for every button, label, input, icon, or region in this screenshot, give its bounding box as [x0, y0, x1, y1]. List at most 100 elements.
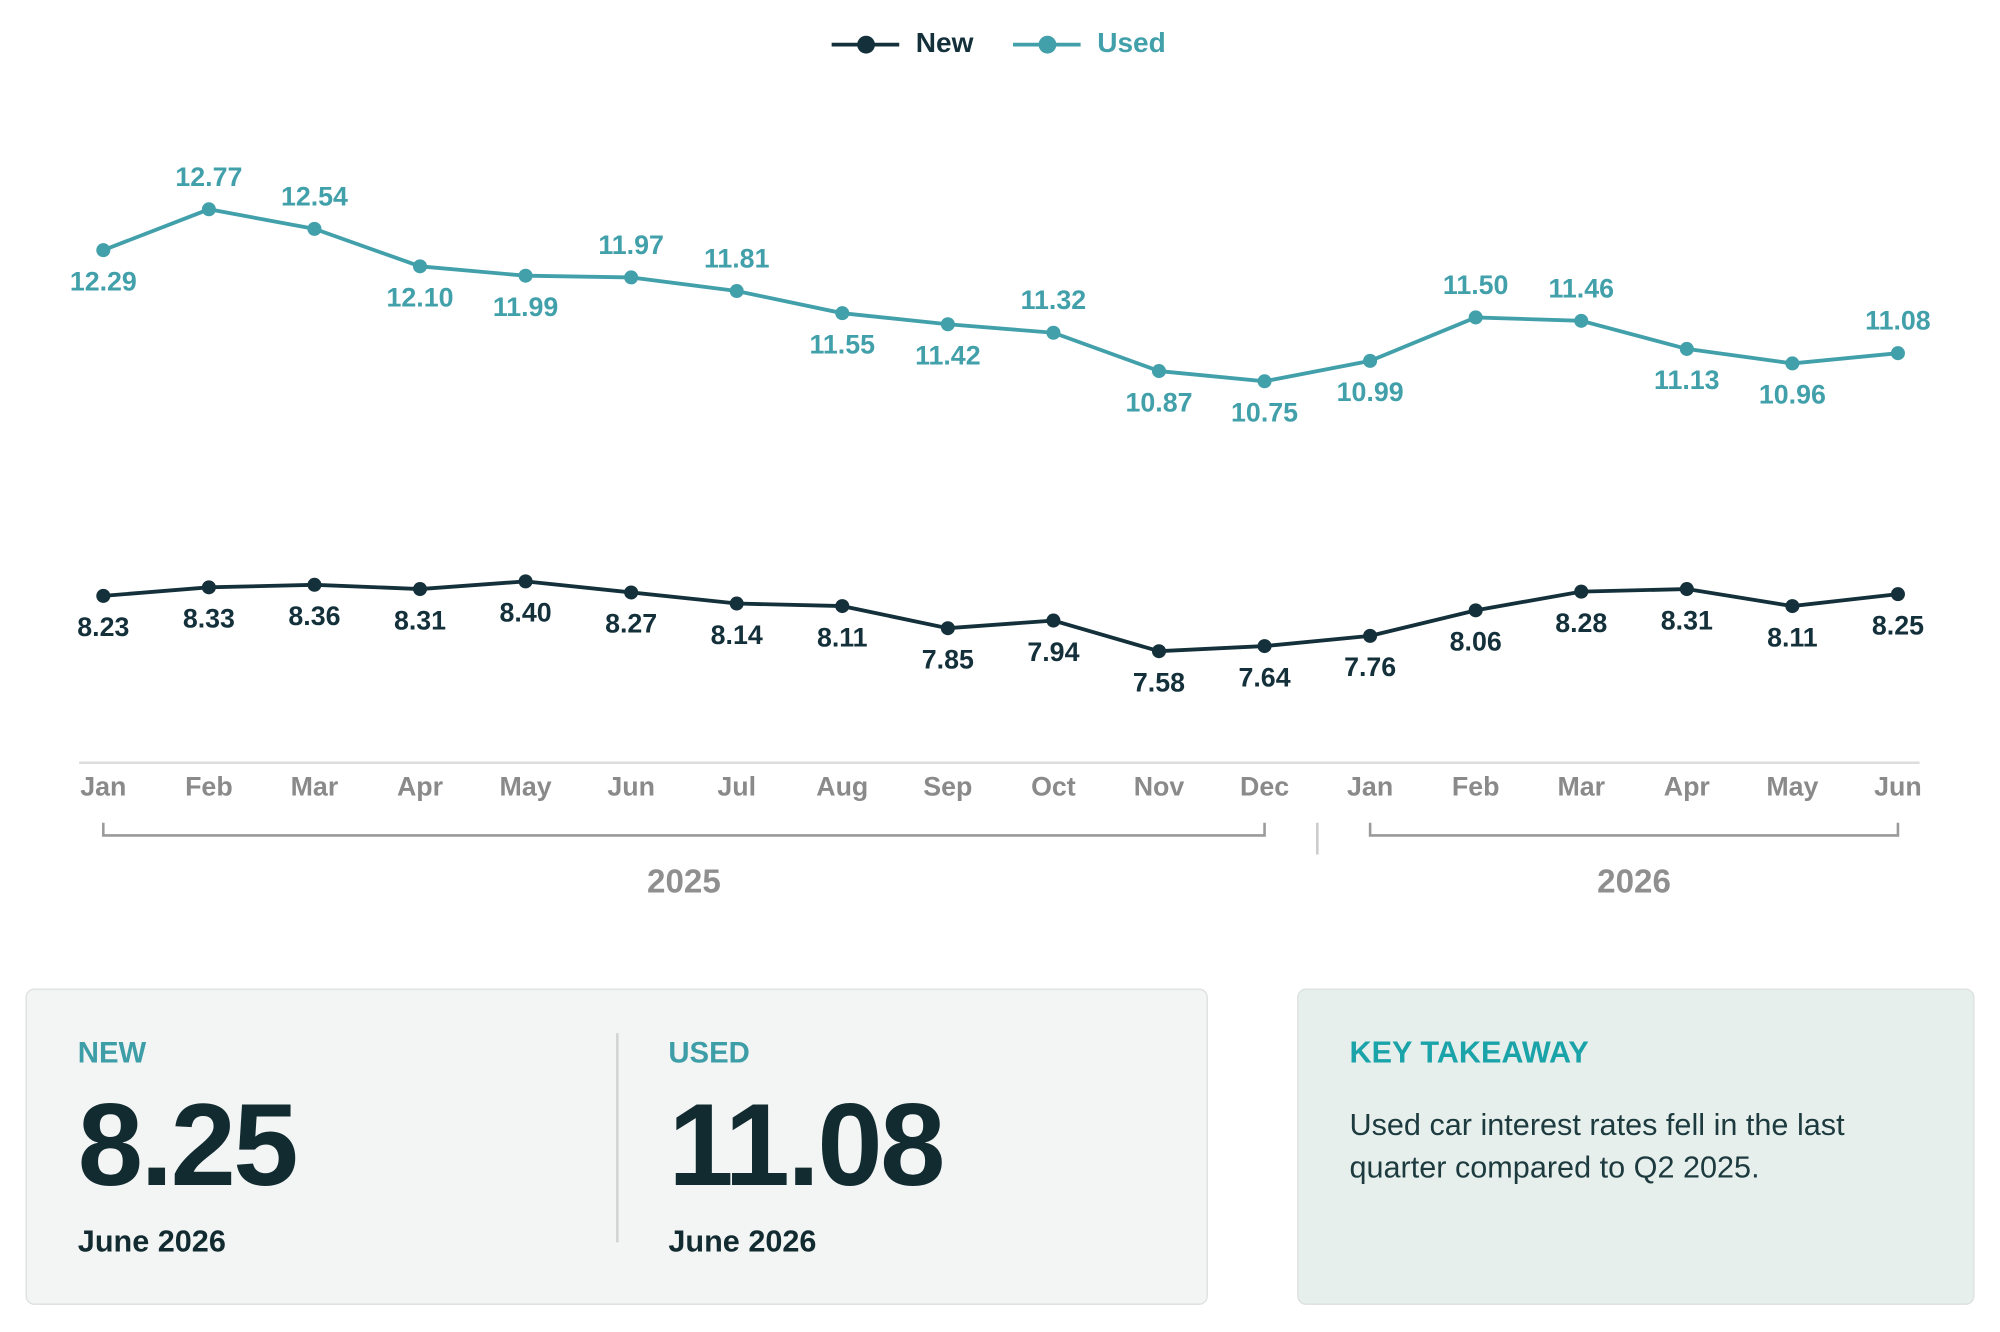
data-label: 11.46 — [1548, 273, 1614, 303]
data-label: 8.31 — [1661, 605, 1713, 635]
x-tick-label: Jan — [1347, 771, 1393, 801]
data-label: 8.27 — [605, 609, 657, 639]
summary-date: June 2026 — [668, 1224, 817, 1259]
data-point — [1468, 603, 1483, 618]
data-label: 11.13 — [1654, 365, 1720, 395]
summary-label: USED — [668, 1035, 750, 1069]
x-tick-label: Mar — [291, 771, 339, 801]
data-point — [201, 580, 216, 595]
summary-card: NEW 8.25 June 2026 USED 11.08 June 2026 — [25, 988, 1208, 1305]
data-label: 8.23 — [77, 612, 129, 642]
x-tick-label: May — [1766, 771, 1818, 801]
data-label: 11.32 — [1021, 285, 1087, 315]
takeaway-card: KEY TAKEAWAY Used car interest rates fel… — [1297, 988, 1975, 1305]
legend-dot — [857, 35, 875, 54]
data-label: 11.99 — [493, 292, 559, 322]
x-tick-label: Apr — [397, 771, 444, 801]
data-point — [940, 621, 955, 636]
data-label: 8.33 — [183, 604, 235, 634]
data-point — [96, 588, 111, 603]
data-label: 7.94 — [1027, 637, 1079, 667]
data-label: 10.99 — [1337, 377, 1404, 407]
legend-label: New — [916, 27, 974, 58]
data-label: 10.96 — [1759, 380, 1826, 410]
x-tick-label: Jun — [1874, 771, 1922, 801]
data-label: 7.85 — [922, 644, 974, 674]
data-label: 7.76 — [1344, 652, 1396, 682]
data-label: 12.54 — [281, 181, 348, 211]
data-label: 8.31 — [394, 605, 446, 635]
data-point — [1679, 582, 1694, 597]
data-label: 8.06 — [1450, 627, 1502, 657]
data-point — [1363, 628, 1378, 643]
data-label: 8.36 — [288, 601, 340, 631]
summary-value: 11.08 — [668, 1080, 945, 1211]
legend-label: Used — [1097, 27, 1166, 58]
data-label: 11.08 — [1865, 306, 1931, 336]
legend-dot — [1038, 35, 1057, 54]
data-point — [201, 202, 216, 217]
data-point — [835, 306, 850, 321]
data-point — [835, 599, 850, 614]
data-point — [1046, 325, 1061, 340]
data-label: 7.64 — [1238, 662, 1290, 692]
data-point — [96, 243, 111, 258]
summary-value: 8.25 — [77, 1080, 299, 1211]
data-label: 8.25 — [1872, 610, 1924, 640]
data-label: 12.10 — [387, 283, 454, 313]
data-point — [307, 577, 322, 592]
data-point — [1257, 639, 1272, 654]
data-point — [624, 270, 639, 285]
data-point — [1785, 599, 1800, 614]
x-tick-label: Mar — [1557, 771, 1605, 801]
data-point — [1679, 341, 1694, 356]
data-point — [624, 585, 639, 600]
x-tick-label: Apr — [1664, 771, 1711, 801]
data-label: 12.29 — [70, 266, 137, 296]
data-point — [729, 596, 744, 611]
x-tick-label: May — [500, 771, 552, 801]
chart: New Used Jan Feb Mar Apr May Jun Jul Aug Sep Oct Nov… — [70, 27, 1931, 901]
data-label: 11.55 — [810, 329, 876, 359]
data-label: 8.28 — [1555, 608, 1607, 638]
data-point — [1468, 310, 1483, 325]
year-label: 2026 — [1597, 864, 1671, 901]
data-label: 11.81 — [704, 243, 770, 273]
summary-label: NEW — [77, 1035, 147, 1069]
data-point — [1574, 584, 1589, 599]
data-point — [1574, 313, 1589, 328]
data-label: 11.42 — [915, 340, 981, 370]
data-label: 8.14 — [711, 620, 763, 650]
data-label: 10.87 — [1125, 387, 1192, 417]
data-label: 8.11 — [1767, 622, 1818, 652]
series-line — [103, 579, 1899, 654]
data-point — [1151, 644, 1166, 659]
x-tick-label: Nov — [1134, 771, 1185, 801]
summary-date: June 2026 — [77, 1224, 226, 1259]
data-point — [1890, 587, 1905, 602]
x-tick-label: Feb — [1452, 771, 1500, 801]
takeaway-text: Used car interest rates fell in the last… — [1349, 1108, 1845, 1185]
x-tick-label: Jun — [607, 771, 655, 801]
data-point — [1151, 364, 1166, 379]
data-point — [412, 259, 428, 274]
data-point — [518, 574, 533, 589]
data-point — [518, 268, 533, 283]
x-tick-label: Sep — [923, 771, 972, 801]
data-point — [940, 317, 955, 332]
x-tick-label: Dec — [1240, 771, 1289, 801]
data-point — [1890, 346, 1905, 361]
data-point — [729, 284, 744, 299]
data-label: 12.77 — [175, 162, 242, 192]
data-label: 10.75 — [1231, 398, 1298, 428]
data-point — [1363, 353, 1378, 368]
year-bracket — [1368, 822, 1900, 837]
divider — [616, 1033, 619, 1243]
data-label: 11.50 — [1443, 270, 1509, 300]
x-tick-label: Feb — [185, 771, 233, 801]
year-label: 2025 — [647, 864, 721, 901]
data-label: 11.97 — [598, 230, 664, 260]
data-label: 7.58 — [1133, 667, 1185, 697]
data-point — [307, 221, 322, 236]
